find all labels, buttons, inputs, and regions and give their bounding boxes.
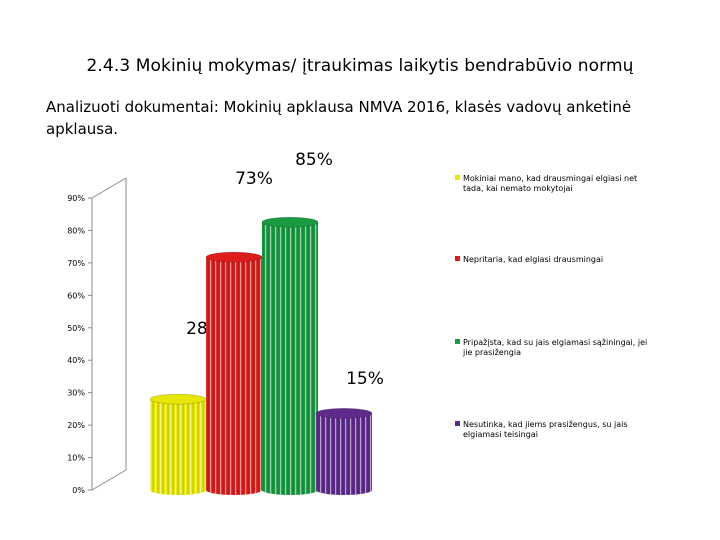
legend-swatch — [455, 421, 460, 426]
legend-item-3: Pripažįsta, kad su jais elgiamasi sąžini… — [455, 338, 647, 357]
intro-label: Analizuoti dokumentai: — [46, 98, 219, 116]
y-tick-label: 60% — [67, 291, 85, 300]
bar-1 — [149, 393, 207, 495]
bar-cap — [261, 216, 319, 228]
bar-stripes — [206, 257, 262, 490]
legend-label: Nesutinka, kad jiems prasižengus, su jai… — [463, 420, 628, 439]
y-tick-label: 10% — [67, 454, 85, 463]
bar-base-stripes — [316, 485, 372, 495]
y-tick-label: 30% — [67, 389, 85, 398]
bar-base-stripes — [206, 485, 262, 495]
legend-swatch — [455, 175, 460, 180]
y-tick-label: 80% — [67, 226, 85, 235]
y-tick-label: 20% — [67, 421, 85, 430]
legend-label: Pripažįsta, kad su jais elgiamasi sąžini… — [462, 338, 647, 357]
bar-stripes — [150, 399, 206, 490]
wall-top-edge — [91, 177, 127, 199]
legend-label: Nepritaria, kad elgiasi drausmingai — [463, 255, 603, 264]
slide-title: 2.4.3 Mokinių mokymas/ įtraukimas laikyt… — [86, 56, 634, 76]
legend-label: Mokiniai mano, kad drausmingai elgiasi n… — [463, 174, 637, 193]
legend-swatch — [455, 339, 460, 344]
y-tick-label: 0% — [72, 486, 85, 495]
data-label: 85% — [295, 150, 333, 170]
data-label: 15% — [346, 369, 384, 389]
data-label: 73% — [235, 169, 273, 189]
legend-item-4: Nesutinka, kad jiems prasižengus, su jai… — [455, 420, 628, 439]
legend-item-1: Mokiniai mano, kad drausmingai elgiasi n… — [455, 174, 637, 193]
y-tick-label: 70% — [67, 259, 85, 268]
floor-edge — [91, 469, 127, 491]
bar-cap — [315, 408, 373, 419]
bar-base-stripes — [262, 485, 318, 495]
bar-cap — [149, 393, 207, 405]
intro-text: Mokinių apklausa NMVA 2016, klasės vadov… — [46, 98, 632, 138]
y-tick-label: 50% — [67, 324, 85, 333]
bar-cap — [205, 251, 263, 263]
bar-3 — [261, 216, 319, 495]
intro-paragraph: Analizuoti dokumentai: Mokinių apklausa … — [46, 96, 646, 140]
bar-2 — [205, 251, 263, 495]
bar-stripes — [262, 222, 318, 490]
bar-4 — [315, 408, 373, 495]
legend-item-2: Nepritaria, kad elgiasi drausmingai — [455, 255, 603, 264]
y-tick-label: 40% — [67, 356, 85, 365]
bar-stripes — [316, 413, 372, 490]
legend-swatch — [455, 256, 460, 261]
y-tick-label: 90% — [67, 194, 85, 203]
bar-base-stripes — [150, 485, 206, 495]
